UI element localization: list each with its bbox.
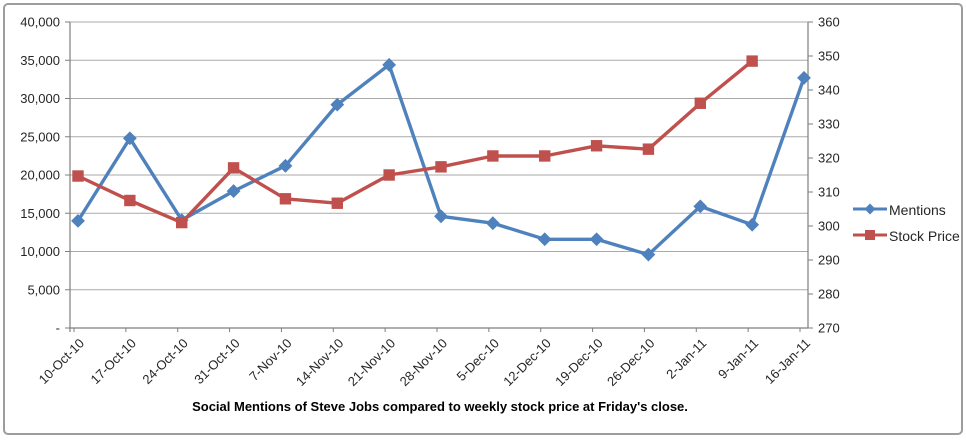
left-axis-tick-label: 25,000: [20, 129, 60, 144]
mentions-marker: [641, 247, 656, 262]
left-axis-tick-label: 40,000: [20, 15, 60, 30]
mentions-legend-glyph: [853, 203, 887, 214]
right-axis-tick-label: 340: [818, 83, 840, 98]
x-axis-tick-label: 2-Jan-11: [663, 336, 709, 382]
x-axis-tick-label: 14-Nov-10: [293, 336, 347, 390]
stock-price-marker: [487, 150, 499, 162]
mentions-marker: [485, 216, 500, 231]
legend-item-mentions-label: Mentions: [889, 202, 946, 218]
x-axis-tick-label: 26-Dec-10: [604, 336, 658, 390]
stock-price-legend-glyph: [853, 229, 887, 240]
x-axis-tick-label: 28-Nov-10: [397, 336, 451, 390]
mentions-marker: [71, 213, 85, 228]
mentions-marker: [226, 184, 241, 198]
mentions-marker: [278, 158, 293, 173]
stock-price-marker: [694, 97, 706, 109]
mentions-marker: [745, 217, 760, 232]
right-axis-tick-label: 290: [818, 253, 840, 268]
right-axis-tick-label: 360: [818, 15, 840, 30]
mentions-marker: [693, 199, 708, 214]
right-axis-tick-label: 310: [818, 185, 840, 200]
right-axis-tick-label: 330: [818, 117, 840, 132]
stock-price-marker: [539, 150, 551, 162]
stock-price-marker: [176, 216, 188, 229]
mentions-marker: [797, 70, 811, 85]
stock-price-marker: [383, 169, 395, 181]
chart-title: Social Mentions of Steve Jobs compared t…: [192, 399, 688, 414]
x-axis-tick-label: 9-Jan-11: [715, 336, 761, 382]
mentions-line-marker-icon: [853, 202, 887, 219]
stock-price-marker: [642, 143, 655, 155]
legend-item-stock-price-label: Stock Price: [889, 228, 960, 244]
x-axis-tick-label: 17-Oct-10: [87, 336, 138, 387]
legend-diamond-icon: [864, 203, 876, 214]
stock-price-marker: [72, 170, 84, 182]
mentions-marker: [122, 131, 137, 146]
x-axis-tick-label: 7-Nov-10: [246, 336, 294, 384]
x-axis-tick-label: 31-Oct-10: [191, 336, 242, 387]
left-axis-tick-label: 35,000: [20, 53, 60, 68]
legend-item-stock-price: Stock Price: [853, 223, 960, 249]
x-axis-tick-label: 16-Jan-11: [762, 336, 813, 387]
stock-price-marker: [435, 161, 447, 173]
stock-price-marker: [279, 193, 292, 205]
stock-price-marker: [746, 55, 758, 67]
mentions-marker: [589, 232, 604, 247]
stock-price-marker: [227, 162, 240, 174]
mentions-marker: [382, 57, 397, 72]
stock-price-marker: [124, 194, 136, 207]
right-axis-tick-label: 300: [818, 219, 840, 234]
right-axis-tick-label: 350: [818, 49, 840, 64]
x-axis-tick-label: 5-Dec-10: [454, 336, 502, 384]
stock-price-marker: [590, 140, 603, 152]
x-axis-tick-label: 19-Dec-10: [552, 336, 606, 390]
legend-item-mentions: Mentions: [853, 197, 960, 223]
right-axis-tick-label: 320: [818, 151, 840, 166]
mentions-marker: [537, 232, 552, 247]
right-axis-tick-label: 270: [818, 321, 840, 336]
left-axis-tick-label: 10,000: [20, 244, 60, 259]
x-axis-tick-label: 10-Oct-10: [36, 336, 87, 387]
stock-price-marker: [331, 197, 343, 209]
left-axis-tick-label: 20,000: [20, 168, 60, 183]
stock-price-line-marker-icon: [853, 228, 887, 245]
left-axis-tick-label: 15,000: [20, 206, 60, 221]
legend: Mentions Stock Price: [853, 197, 960, 249]
x-axis-tick-label: 21-Nov-10: [345, 336, 399, 390]
x-axis-tick-label: 24-Oct-10: [139, 336, 190, 387]
right-axis-tick-label: 280: [818, 287, 840, 302]
left-axis-tick-label: 30,000: [20, 91, 60, 106]
mentions-marker: [434, 209, 448, 224]
stock-price-line: [76, 59, 754, 225]
mentions-marker: [330, 97, 345, 112]
x-axis-tick-label: 12-Dec-10: [500, 336, 554, 390]
left-axis-tick-label: 5,000: [27, 282, 60, 297]
left-axis-tick-label: -: [56, 321, 60, 336]
legend-square-icon: [865, 229, 875, 240]
